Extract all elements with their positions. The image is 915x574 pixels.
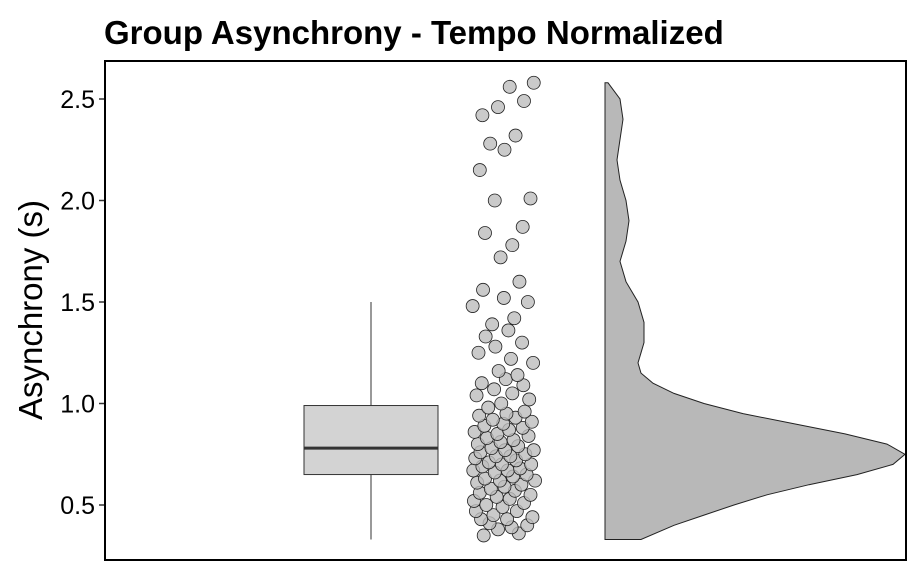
data-point bbox=[476, 282, 490, 297]
data-point bbox=[508, 128, 523, 143]
data-point bbox=[496, 291, 511, 305]
data-point bbox=[487, 382, 502, 397]
data-point bbox=[510, 368, 525, 382]
density-half-violin bbox=[604, 82, 906, 541]
data-point bbox=[472, 163, 487, 177]
data-point bbox=[512, 274, 527, 289]
data-point bbox=[523, 191, 538, 206]
data-point bbox=[485, 412, 500, 427]
data-point bbox=[488, 339, 503, 354]
data-point bbox=[467, 425, 482, 439]
data-point bbox=[501, 323, 516, 338]
y-tick-label: 0.5 bbox=[60, 492, 95, 520]
y-tick-label: 2.5 bbox=[60, 86, 95, 114]
data-point bbox=[515, 335, 529, 350]
data-point bbox=[522, 392, 537, 407]
data-point bbox=[478, 226, 492, 240]
y-axis-ticks: 0.5 1.0 1.5 2.0 2.5 bbox=[60, 86, 105, 520]
plot-panel-border bbox=[104, 60, 907, 561]
density-shape bbox=[604, 82, 906, 541]
data-point bbox=[485, 317, 500, 332]
data-point bbox=[504, 351, 518, 366]
data-point bbox=[481, 400, 496, 415]
boxplot bbox=[303, 302, 439, 540]
data-point bbox=[474, 376, 489, 391]
data-point bbox=[491, 100, 505, 115]
data-point bbox=[521, 295, 535, 309]
data-point bbox=[469, 388, 484, 403]
y-tick-label: 2.0 bbox=[60, 188, 95, 216]
data-point bbox=[475, 108, 490, 123]
jitter-points bbox=[465, 75, 542, 543]
data-point bbox=[525, 510, 540, 525]
data-point bbox=[479, 498, 494, 512]
data-point bbox=[517, 404, 532, 419]
data-point bbox=[526, 443, 541, 458]
data-point bbox=[526, 75, 541, 90]
data-point bbox=[476, 528, 491, 543]
data-point bbox=[494, 396, 509, 411]
data-point bbox=[523, 487, 538, 502]
data-point bbox=[471, 345, 486, 360]
data-point bbox=[478, 329, 493, 344]
chart-title: Group Asynchrony - Tempo Normalized bbox=[104, 14, 724, 51]
data-point bbox=[507, 311, 522, 326]
data-point bbox=[487, 193, 502, 208]
data-point bbox=[500, 512, 515, 527]
data-point bbox=[526, 355, 540, 370]
y-axis-label: Asynchrony (s) bbox=[12, 200, 49, 420]
data-point bbox=[493, 250, 508, 265]
data-point bbox=[491, 364, 506, 378]
data-point bbox=[483, 136, 498, 151]
data-point bbox=[524, 414, 539, 429]
data-point bbox=[515, 219, 530, 234]
data-point bbox=[517, 94, 531, 108]
y-tick-label: 1.5 bbox=[60, 289, 95, 317]
box-iqr bbox=[303, 405, 439, 476]
data-point bbox=[505, 386, 520, 401]
data-point bbox=[486, 508, 501, 523]
data-point bbox=[472, 408, 487, 423]
y-tick-label: 1.0 bbox=[60, 391, 95, 419]
data-point bbox=[465, 299, 480, 313]
data-point bbox=[502, 79, 517, 94]
data-point bbox=[497, 142, 512, 157]
data-point bbox=[505, 238, 520, 253]
